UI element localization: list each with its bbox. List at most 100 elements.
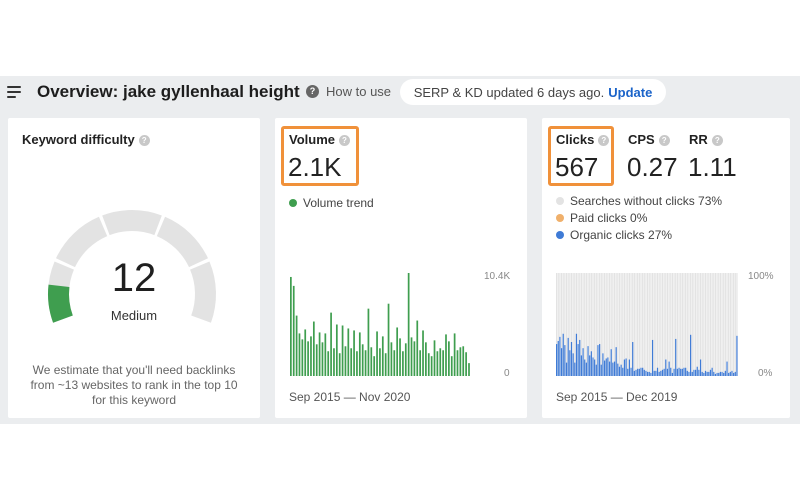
chart-bar-background: [671, 273, 674, 376]
chart-bar: [719, 371, 721, 376]
chart-bar-background: [714, 273, 717, 376]
info-icon[interactable]: ?: [339, 135, 350, 146]
chart-bar-background: [580, 273, 583, 376]
chart-bar-background: [681, 273, 683, 376]
chart-bar: [562, 333, 564, 376]
chart-bar: [330, 312, 332, 376]
chart-bar-background: [640, 273, 642, 376]
chart-bar-background: [723, 273, 725, 376]
chart-bar-background: [663, 273, 665, 376]
chart-bar: [448, 341, 450, 376]
chart-bar: [648, 371, 650, 376]
chart-bar: [575, 333, 578, 376]
chart-bar: [698, 369, 700, 376]
chart-bar: [350, 348, 353, 376]
menu-icon[interactable]: [7, 86, 22, 98]
info-icon[interactable]: ?: [711, 135, 723, 146]
chart-bar: [333, 348, 335, 376]
chart-bar: [422, 330, 424, 376]
chart-bar: [589, 355, 591, 376]
chart-bar-background: [628, 273, 630, 376]
chart-bar-background: [651, 273, 654, 376]
info-icon[interactable]: ?: [658, 135, 670, 146]
chart-bar-background: [718, 273, 720, 376]
chart-bar-background: [632, 273, 634, 376]
chart-bar: [736, 335, 738, 376]
legend-dot: [556, 214, 564, 222]
gauge-fill: [48, 284, 73, 323]
chart-bar: [364, 350, 367, 376]
chart-bar: [661, 369, 664, 376]
chart-bar: [298, 333, 301, 376]
chart-bar: [699, 359, 702, 376]
clicks-label-text: Clicks: [556, 132, 595, 147]
chart-bar: [318, 332, 321, 376]
chart-bar: [384, 353, 387, 376]
chart-bar: [693, 369, 695, 376]
chart-bar: [620, 364, 622, 376]
chart-bar-background: [635, 273, 637, 376]
chart-bar-background: [556, 273, 558, 376]
chart-bar: [410, 337, 413, 377]
chart-bar: [301, 339, 304, 376]
chart-bar: [567, 337, 569, 376]
chart-bar: [607, 357, 609, 376]
serp-status-text: SERP & KD updated 6 days ago.: [413, 84, 605, 100]
chart-bar: [361, 344, 364, 376]
chart-bar: [713, 371, 715, 376]
chart-bar: [577, 344, 579, 376]
chart-bar-background: [608, 273, 611, 376]
chart-bar: [304, 329, 307, 376]
chart-bar-background: [716, 273, 718, 376]
chart-bar-background: [660, 273, 662, 376]
chart-bar: [295, 315, 298, 376]
chart-bar-background: [622, 273, 624, 376]
chart-bar: [632, 342, 634, 376]
chart-bar-background: [630, 273, 632, 376]
chart-bar-background: [701, 273, 703, 376]
chart-bar: [638, 368, 640, 376]
chart-bar-background: [607, 273, 609, 376]
volume-date-range: Sep 2015 — Nov 2020: [289, 390, 411, 404]
chart-bar: [315, 344, 318, 376]
chart-bar-background: [613, 273, 616, 376]
chart-bar: [430, 356, 433, 376]
chart-bar: [603, 360, 606, 376]
chart-bar: [321, 342, 324, 376]
chart-bar: [595, 364, 597, 376]
update-link[interactable]: Update: [608, 84, 653, 100]
chart-bar-background: [675, 273, 677, 376]
chart-bar: [678, 367, 680, 376]
chart-bar-background: [685, 273, 687, 376]
chart-bar: [617, 363, 619, 376]
chart-bar: [453, 333, 456, 376]
chart-bar-background: [600, 273, 602, 376]
chart-bar-background: [688, 273, 690, 376]
clicks-label: Clicks?: [556, 132, 610, 147]
chart-bar: [433, 340, 436, 376]
chart-bar-background: [645, 273, 647, 376]
volume-y-min: 0: [504, 368, 510, 379]
how-to-use-link[interactable]: ? How to use: [306, 84, 391, 99]
info-icon[interactable]: ?: [138, 135, 150, 146]
chart-bar-background: [564, 273, 566, 376]
chart-bar: [622, 367, 624, 376]
chart-bar-background: [655, 273, 657, 376]
clicks-legend-item-paid: Paid clicks 0%: [556, 211, 647, 225]
chart-bar-background: [633, 273, 635, 376]
chart-bar-background: [623, 273, 626, 376]
info-icon[interactable]: ?: [598, 135, 610, 146]
chart-bar: [582, 348, 584, 376]
chart-bar-background: [627, 273, 629, 376]
chart-bar-background: [647, 273, 649, 376]
chart-bar-background: [577, 273, 579, 376]
volume-label: Volume?: [289, 132, 350, 147]
chart-bar: [599, 344, 601, 376]
chart-bar-background: [673, 273, 675, 376]
chart-bar-background: [594, 273, 596, 376]
chart-bar: [404, 343, 407, 376]
chart-bar-background: [638, 273, 640, 376]
chart-bar: [708, 371, 710, 376]
chart-bar: [696, 366, 698, 376]
chart-bar: [690, 334, 692, 376]
